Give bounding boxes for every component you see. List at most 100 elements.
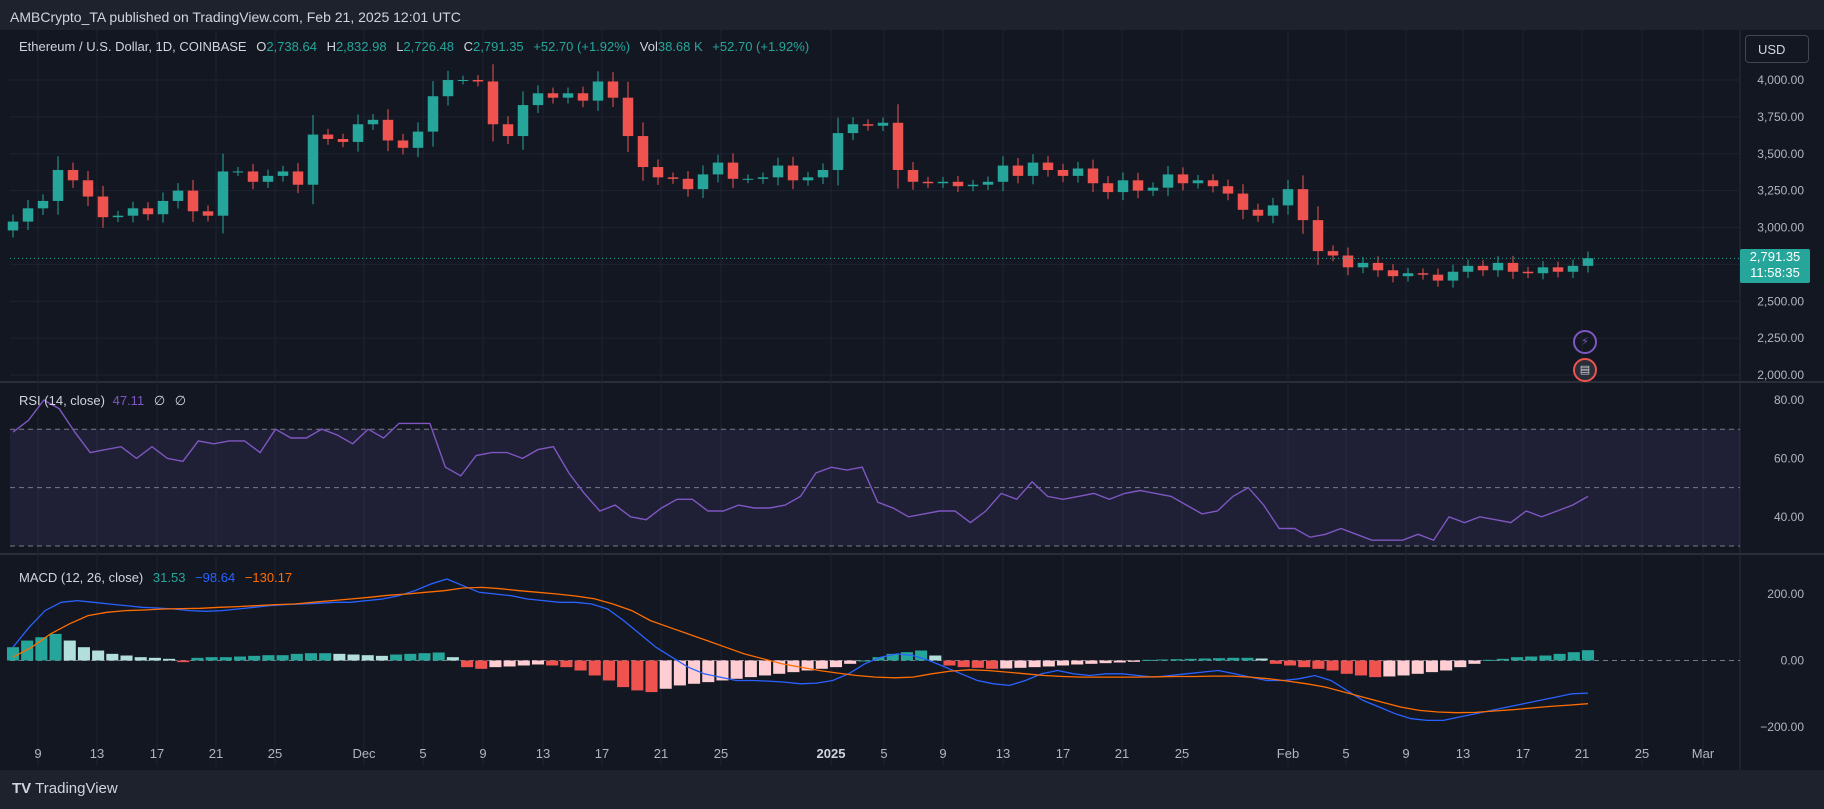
macd-hist-bar <box>205 657 218 661</box>
candle-body <box>712 162 724 175</box>
candle-body <box>592 81 604 101</box>
candle-body <box>112 215 124 218</box>
macd-hist-bar <box>645 660 658 693</box>
macd-hist-bar <box>1354 660 1368 676</box>
candle <box>52 156 64 215</box>
candles <box>7 64 1594 288</box>
macd-hist-bar <box>92 650 105 661</box>
tv-logo-mark: TV <box>12 780 32 797</box>
candle <box>712 154 724 183</box>
candle <box>1372 256 1384 277</box>
macd-hist-bar <box>191 657 204 661</box>
lightning-icon[interactable]: ⚡ <box>1573 330 1597 354</box>
candle-body <box>292 171 304 185</box>
macd-hist-bar <box>1468 660 1481 664</box>
candle <box>337 133 349 148</box>
macd-hist-bar <box>134 657 147 661</box>
candle-body <box>97 196 109 218</box>
macd-hist-bar <box>503 660 516 667</box>
candle-body <box>457 80 469 81</box>
currency-button[interactable]: USD <box>1745 35 1809 63</box>
candle-body <box>1192 180 1204 184</box>
macd-hist-bar <box>801 660 814 671</box>
candle <box>442 70 454 106</box>
candle-body <box>232 171 244 173</box>
candle <box>1117 172 1129 201</box>
candle <box>277 165 289 182</box>
us-flag-icon[interactable]: ▤ <box>1573 358 1597 382</box>
rsi-label[interactable]: RSI (14, close) <box>19 393 105 408</box>
candle-body <box>952 181 964 187</box>
candle <box>832 117 844 186</box>
price-tick-label: 3,000.00 <box>1757 221 1804 235</box>
x-tick-label: 13 <box>996 746 1010 761</box>
macd-hist-bar <box>673 660 686 686</box>
candle-body <box>607 81 619 98</box>
candle-body <box>1507 262 1519 272</box>
candle <box>487 64 499 142</box>
macd-label[interactable]: MACD (12, 26, close) <box>19 570 144 585</box>
candle-body <box>1252 209 1264 216</box>
candle-body <box>1417 273 1429 275</box>
legend-low: 2,726.48 <box>403 39 455 54</box>
publisher-line: AMBCrypto_TA published on TradingView.co… <box>10 9 461 25</box>
candle-body <box>322 134 334 139</box>
candle <box>1237 184 1249 220</box>
candle-body <box>667 177 679 179</box>
macd-hist-bar <box>290 653 303 661</box>
candle <box>1327 245 1339 262</box>
legend-high: 2,832.98 <box>335 39 387 54</box>
candle <box>1057 163 1069 183</box>
candle <box>1567 259 1579 278</box>
macd-line <box>12 578 1589 722</box>
price-legend: Ethereum / U.S. Dollar, 1D, COINBASE O2,… <box>19 39 809 54</box>
macd-hist-bar <box>546 660 559 666</box>
macd-hist-bar <box>347 654 360 661</box>
macd-hist-bar <box>1553 653 1566 661</box>
candle <box>892 104 904 189</box>
macd-hist-bar <box>1170 659 1183 661</box>
candle-body <box>157 200 169 215</box>
candle <box>217 153 229 234</box>
candle <box>457 75 469 85</box>
macd-hist-bar <box>730 660 743 679</box>
candle <box>652 159 664 185</box>
macd-hist-bar <box>744 660 757 678</box>
candle <box>937 176 949 189</box>
candle-body <box>1537 267 1549 274</box>
candle-body <box>1102 183 1114 193</box>
chart-svg[interactable]: 4,000.00 3,750.00 3,500.00 3,250.00 3,000.00… <box>0 30 1824 770</box>
legend-vol: 38.68 K <box>657 39 703 54</box>
candle-body <box>622 97 634 137</box>
candle-body <box>22 208 34 222</box>
macd-hist-bar <box>943 660 956 666</box>
candle-body <box>397 140 409 148</box>
candle-body <box>1357 262 1369 268</box>
candle <box>112 210 124 223</box>
candle <box>322 128 334 145</box>
candle-body <box>532 93 544 106</box>
tradingview-logo[interactable]: TV TradingView <box>12 780 118 797</box>
macd-hist-bar <box>63 640 76 661</box>
rsi-extra-2: ∅ <box>174 393 187 408</box>
candle <box>847 117 859 141</box>
legend-symbol[interactable]: Ethereum / U.S. Dollar, 1D, COINBASE <box>19 39 247 54</box>
chart-area[interactable]: 4,000.00 3,750.00 3,500.00 3,250.00 3,000.00… <box>0 30 1824 770</box>
macd-hist-bar <box>1326 660 1339 671</box>
rsi-value: 47.11 <box>112 393 145 408</box>
macd-hist-bar <box>1298 660 1311 668</box>
candle-body <box>172 190 184 201</box>
macd-hist-bar <box>1340 660 1353 674</box>
macd-signal-line <box>12 586 1589 714</box>
candle-body <box>697 174 709 190</box>
candle-body <box>37 200 49 209</box>
candle <box>247 163 259 190</box>
candle <box>187 180 199 222</box>
candle-body <box>1027 162 1039 176</box>
macd-hist-bar <box>886 653 899 661</box>
x-tick-label: 13 <box>536 746 550 761</box>
candle <box>1207 174 1219 193</box>
candle <box>1507 255 1519 279</box>
macd-hist-bar <box>915 650 928 661</box>
candle-body <box>517 105 529 137</box>
